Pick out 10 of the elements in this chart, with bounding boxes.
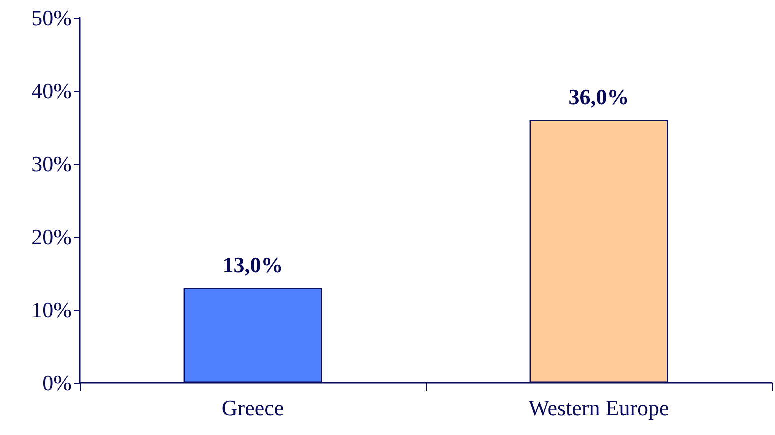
y-tick-label: 50% xyxy=(32,6,72,30)
x-tick-label: Greece xyxy=(222,396,284,420)
y-tick-label: 10% xyxy=(32,298,72,322)
y-tick-label: 20% xyxy=(32,224,72,250)
x-tick-label: Western Europe xyxy=(528,396,670,420)
y-tick-label: 40% xyxy=(32,78,72,104)
data-label: 36,0% xyxy=(568,84,630,110)
y-tick-label: 30% xyxy=(32,152,72,176)
data-label: 13,0% xyxy=(222,252,284,278)
y-tick-label: 0% xyxy=(42,370,72,396)
